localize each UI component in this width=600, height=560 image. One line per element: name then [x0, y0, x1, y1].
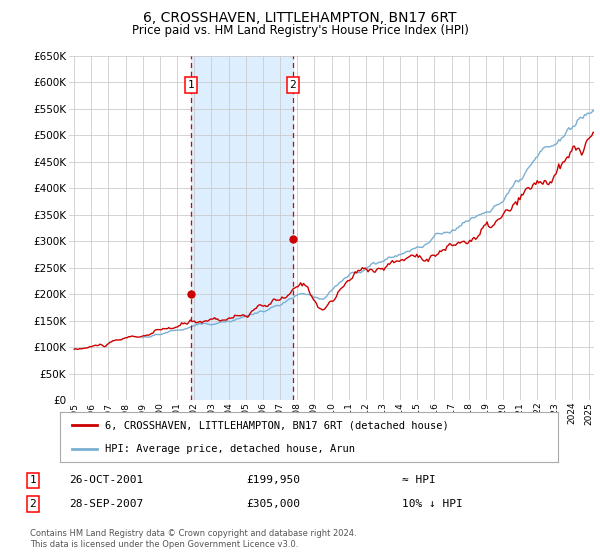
Text: £199,950: £199,950 — [246, 475, 300, 486]
Text: 1: 1 — [188, 80, 194, 90]
Text: 6, CROSSHAVEN, LITTLEHAMPTON, BN17 6RT: 6, CROSSHAVEN, LITTLEHAMPTON, BN17 6RT — [143, 11, 457, 25]
Text: HPI: Average price, detached house, Arun: HPI: Average price, detached house, Arun — [105, 445, 355, 454]
Text: 2: 2 — [29, 499, 37, 509]
Bar — [191, 56, 293, 400]
Text: 6, CROSSHAVEN, LITTLEHAMPTON, BN17 6RT (detached house): 6, CROSSHAVEN, LITTLEHAMPTON, BN17 6RT (… — [105, 420, 449, 430]
Text: Contains HM Land Registry data © Crown copyright and database right 2024.
This d: Contains HM Land Registry data © Crown c… — [30, 529, 356, 549]
Text: 10% ↓ HPI: 10% ↓ HPI — [402, 499, 463, 509]
Text: Price paid vs. HM Land Registry's House Price Index (HPI): Price paid vs. HM Land Registry's House … — [131, 24, 469, 36]
Text: ≈ HPI: ≈ HPI — [402, 475, 436, 486]
Text: 28-SEP-2007: 28-SEP-2007 — [69, 499, 143, 509]
Text: 2: 2 — [289, 80, 296, 90]
Text: 26-OCT-2001: 26-OCT-2001 — [69, 475, 143, 486]
Text: 1: 1 — [29, 475, 37, 486]
Text: £305,000: £305,000 — [246, 499, 300, 509]
